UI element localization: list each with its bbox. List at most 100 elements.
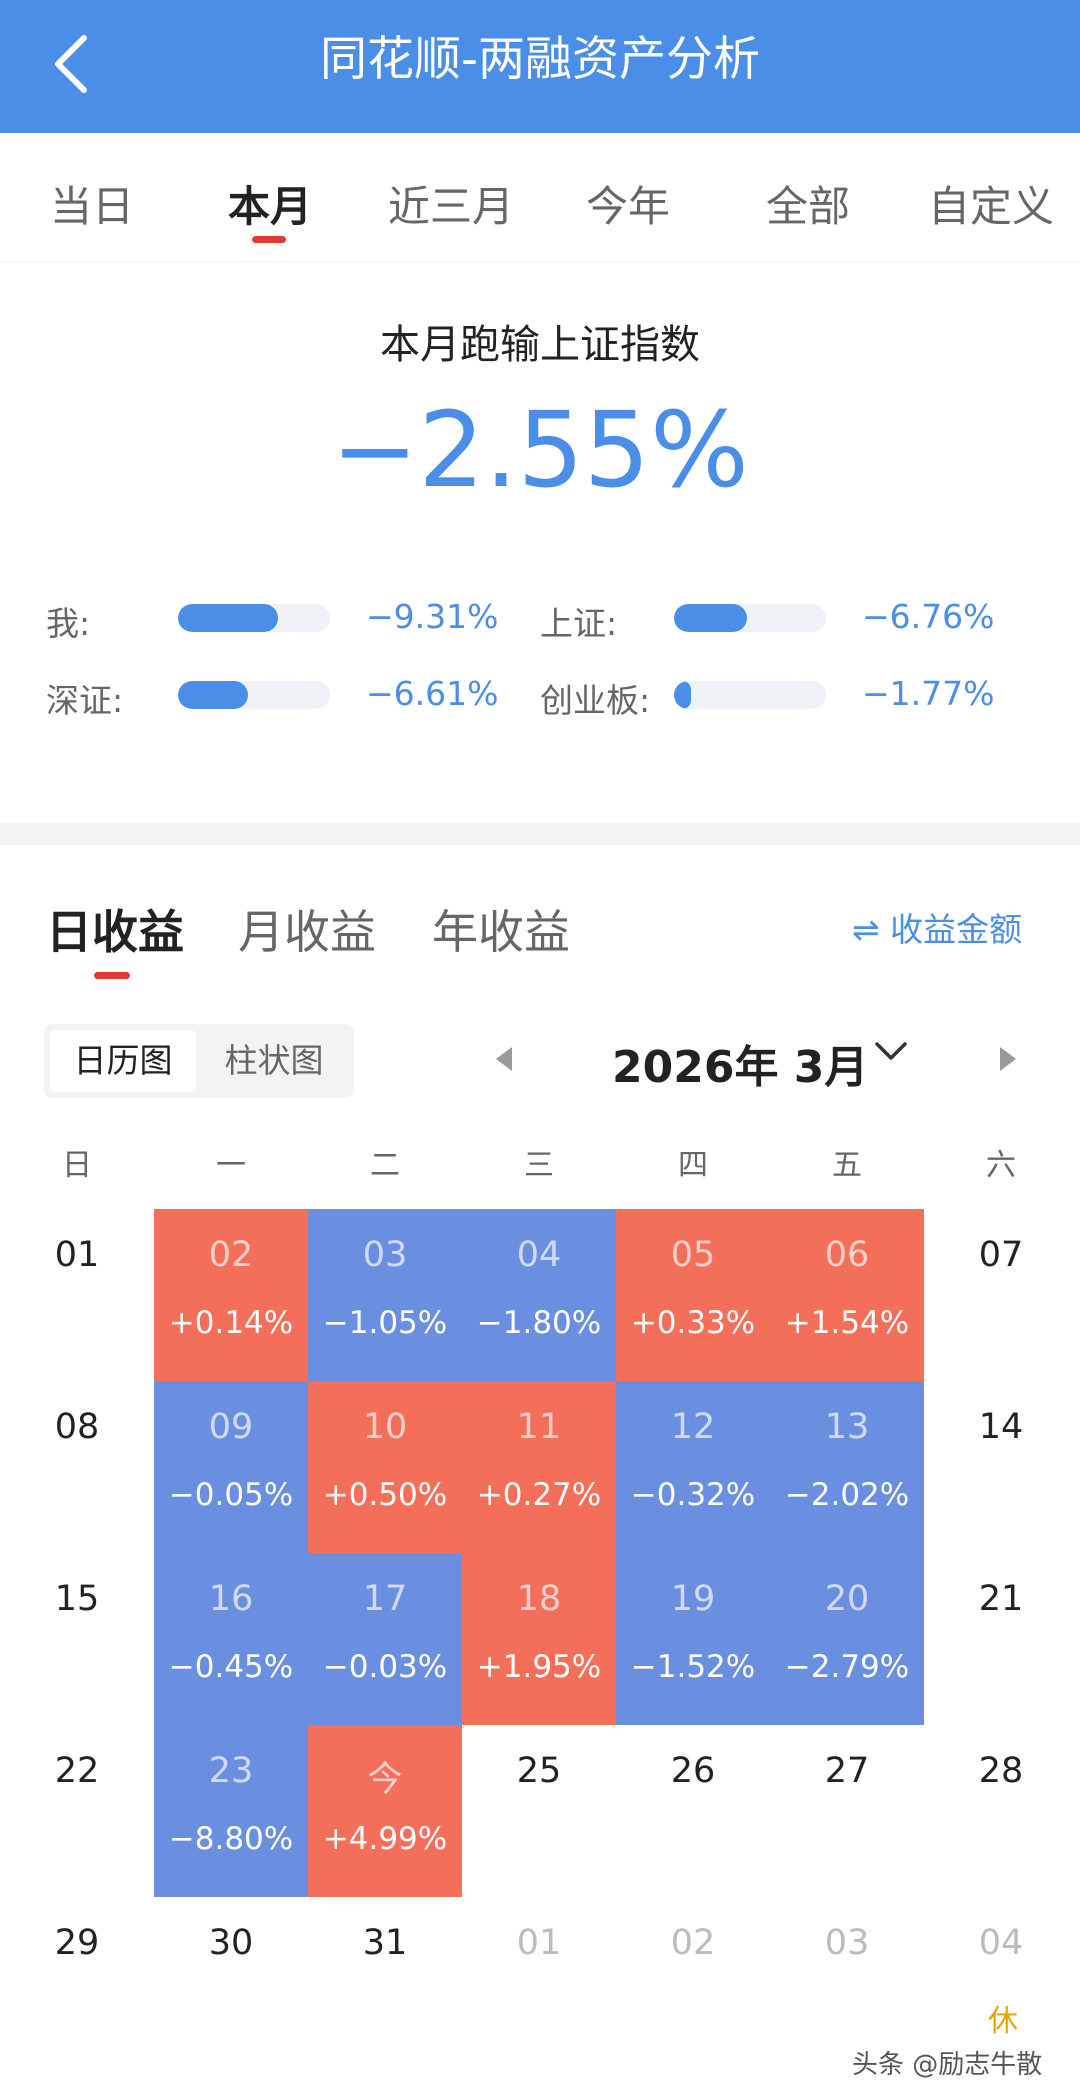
tab-this-month[interactable]: 本月 [228, 182, 313, 231]
day-number: 01 [516, 1923, 562, 1963]
compare-value-shanghai: −6.76% [862, 597, 995, 636]
calendar-view-button[interactable]: 日历图 [50, 1030, 196, 1092]
calendar-day-cell[interactable]: 03 [770, 1897, 924, 2069]
day-number: 26 [670, 1751, 716, 1791]
calendar-day-cell[interactable]: 28 [924, 1725, 1078, 1897]
day-return: −1.52% [630, 1649, 756, 1685]
day-number: 06 [824, 1235, 870, 1275]
day-number: 15 [54, 1579, 100, 1619]
tab-three-months[interactable]: 近三月 [388, 182, 515, 231]
bar-view-button[interactable]: 柱状图 [224, 1041, 324, 1080]
day-return: +0.27% [476, 1477, 602, 1513]
day-return: +1.54% [784, 1305, 910, 1341]
day-return: +0.50% [322, 1477, 448, 1513]
tab-today[interactable]: 当日 [50, 182, 135, 231]
calendar-day-cell[interactable]: 31 [308, 1897, 462, 2069]
calendar-day-cell[interactable]: 23 −8.80% [154, 1725, 308, 1897]
tab-yearly-return[interactable]: 年收益 [432, 905, 570, 959]
day-number: 04 [516, 1235, 562, 1275]
calendar-day-cell[interactable]: 01 [0, 1209, 154, 1381]
calendar-day-cell[interactable]: 13 −2.02% [770, 1381, 924, 1553]
day-return: −8.80% [168, 1821, 294, 1857]
calendar-day-cell[interactable]: 02 +0.14% [154, 1209, 308, 1381]
day-return: +1.95% [476, 1649, 602, 1685]
calendar-day-cell[interactable]: 15 [0, 1553, 154, 1725]
calendar-day-cell[interactable]: 27 [770, 1725, 924, 1897]
calendar-day-cell[interactable]: 26 [616, 1725, 770, 1897]
calendar-day-cell[interactable]: 12 −0.32% [616, 1381, 770, 1553]
compare-bar-shenzhen [178, 681, 330, 709]
calendar-day-cell[interactable]: 02 [616, 1897, 770, 2069]
day-return: −0.05% [168, 1477, 294, 1513]
compare-value-me: −9.31% [366, 597, 499, 636]
calendar-day-cell[interactable]: 11 +0.27% [462, 1381, 616, 1553]
page-title: 同花顺-两融资产分析 [320, 32, 760, 87]
compare-value-shenzhen: −6.61% [366, 674, 499, 713]
calendar-day-cell[interactable]: 05 +0.33% [616, 1209, 770, 1381]
next-month-icon[interactable] [1000, 1047, 1016, 1071]
summary-title: 本月跑输上证指数 [380, 322, 700, 368]
day-number: 20 [824, 1579, 870, 1619]
active-tab-indicator [252, 236, 286, 243]
holiday-rest-badge: 休 [988, 2004, 1018, 2039]
day-number: 11 [516, 1407, 562, 1447]
calendar-day-cell[interactable]: 14 [924, 1381, 1078, 1553]
compare-label-shanghai: 上证: [540, 604, 618, 643]
day-return: −2.02% [784, 1477, 910, 1513]
day-number: 13 [824, 1407, 870, 1447]
watermark: 头条 @励志牛散 [852, 2050, 1043, 2080]
compare-label-chinext: 创业板: [540, 681, 651, 720]
weekday-wed: 三 [524, 1148, 554, 1183]
tab-daily-return[interactable]: 日收益 [46, 905, 184, 959]
compare-value-chinext: −1.77% [862, 674, 995, 713]
month-selector[interactable]: 2026年 3月 [612, 1042, 869, 1093]
weekday-mon: 一 [216, 1148, 246, 1183]
calendar-day-cell[interactable]: 07 [924, 1209, 1078, 1381]
calendar-day-cell[interactable]: 03 −1.05% [308, 1209, 462, 1381]
summary-value: −2.55% [331, 389, 749, 511]
tab-this-year[interactable]: 今年 [586, 182, 671, 231]
day-number: 01 [54, 1235, 100, 1275]
calendar-day-cell[interactable]: 21 [924, 1553, 1078, 1725]
calendar-day-cell[interactable]: 08 [0, 1381, 154, 1553]
day-number: 08 [54, 1407, 100, 1447]
day-number: 28 [978, 1751, 1024, 1791]
calendar-day-cell[interactable]: 今 +4.99% [308, 1725, 462, 1897]
calendar-day-cell[interactable]: 04 −1.80% [462, 1209, 616, 1381]
compare-bar-me [178, 604, 330, 632]
tab-custom[interactable]: 自定义 [928, 182, 1055, 231]
calendar-day-cell[interactable]: 22 [0, 1725, 154, 1897]
day-return: −1.80% [476, 1305, 602, 1341]
chevron-down-icon[interactable] [874, 1040, 908, 1064]
back-arrow-icon[interactable] [48, 32, 92, 96]
day-number: 21 [978, 1579, 1024, 1619]
day-number: 18 [516, 1579, 562, 1619]
calendar-day-cell[interactable]: 30 [154, 1897, 308, 2069]
day-number: 03 [362, 1235, 408, 1275]
day-number: 14 [978, 1407, 1024, 1447]
day-number: 03 [824, 1923, 870, 1963]
day-number: 04 [978, 1923, 1024, 1963]
prev-month-icon[interactable] [496, 1047, 512, 1071]
day-number: 10 [362, 1407, 408, 1447]
calendar-day-cell[interactable]: 20 −2.79% [770, 1553, 924, 1725]
calendar-day-cell[interactable]: 06 +1.54% [770, 1209, 924, 1381]
return-amount-toggle[interactable]: ⇌ 收益金额 [852, 910, 1023, 949]
tab-monthly-return[interactable]: 月收益 [238, 905, 376, 959]
day-return: +0.14% [168, 1305, 294, 1341]
day-number: 07 [978, 1235, 1024, 1275]
weekday-sat: 六 [986, 1148, 1016, 1183]
calendar-day-cell[interactable]: 10 +0.50% [308, 1381, 462, 1553]
tab-all[interactable]: 全部 [766, 182, 851, 231]
calendar-day-cell[interactable]: 19 −1.52% [616, 1553, 770, 1725]
day-number: 05 [670, 1235, 716, 1275]
calendar-day-cell[interactable]: 29 [0, 1897, 154, 2069]
calendar-day-cell[interactable]: 17 −0.03% [308, 1553, 462, 1725]
calendar-day-cell[interactable]: 04 [924, 1897, 1078, 2069]
calendar-day-cell[interactable]: 01 [462, 1897, 616, 2069]
calendar-day-cell[interactable]: 18 +1.95% [462, 1553, 616, 1725]
calendar-day-cell[interactable]: 16 −0.45% [154, 1553, 308, 1725]
day-number: 22 [54, 1751, 100, 1791]
calendar-day-cell[interactable]: 25 [462, 1725, 616, 1897]
calendar-day-cell[interactable]: 09 −0.05% [154, 1381, 308, 1553]
